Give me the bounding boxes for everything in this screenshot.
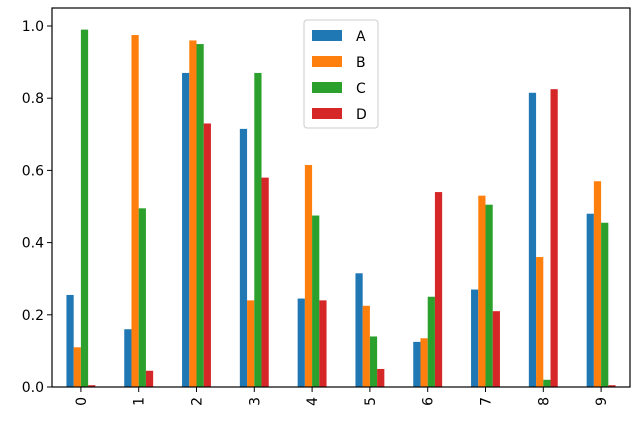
bar-C-6	[427, 296, 435, 387]
bar-C-0	[80, 29, 89, 388]
bar-A-4	[297, 298, 305, 387]
legend-label-D: D	[356, 107, 367, 123]
bar-C-1	[138, 208, 146, 387]
bar-B-8	[536, 257, 544, 387]
bar-B-5	[362, 305, 370, 387]
x-tick-label: 0	[74, 397, 90, 406]
bar-B-0	[73, 347, 81, 387]
x-tick-label: 1	[132, 397, 148, 406]
bar-D-5	[377, 368, 385, 387]
bar-C-4	[312, 215, 320, 387]
bar-D-8	[550, 89, 558, 388]
bar-A-7	[471, 289, 479, 387]
bar-B-9	[593, 181, 602, 387]
x-tick-label: 7	[479, 397, 495, 406]
bar-C-7	[485, 204, 493, 387]
bar-A-1	[124, 329, 132, 387]
bar-A-5	[355, 273, 363, 387]
bar-D-9	[608, 385, 616, 387]
legend-swatch-A	[312, 30, 342, 41]
bar-D-2	[203, 123, 211, 387]
legend-label-C: C	[356, 81, 366, 97]
y-axis: 0.0 0.2 0.4 0.6 0.8 1.0	[22, 19, 52, 396]
y-tick-label: 0.0	[22, 380, 44, 396]
bar-D-1	[145, 370, 154, 387]
bar-D-0	[88, 385, 96, 387]
x-tick-label: 9	[594, 397, 610, 406]
legend-box	[303, 19, 379, 129]
x-tick-label: 2	[190, 397, 206, 406]
x-tick-label: 4	[305, 397, 321, 406]
bar-B-6	[420, 338, 428, 387]
x-tick-label: 8	[536, 397, 552, 406]
bar-C-2	[196, 44, 204, 388]
bar-A-9	[586, 213, 594, 387]
bars	[66, 29, 616, 388]
legend-label-B: B	[356, 55, 366, 71]
bar-C-5	[369, 336, 378, 387]
bar-B-1	[131, 35, 139, 388]
y-tick-label: 0.2	[22, 308, 44, 324]
legend-swatch-B	[312, 56, 342, 67]
bar-B-2	[189, 40, 197, 387]
legend-swatch-D	[312, 108, 342, 119]
bar-B-3	[247, 300, 255, 387]
x-tick-label: 3	[247, 397, 263, 406]
bar-D-3	[261, 177, 269, 387]
bar-A-2	[182, 72, 190, 388]
bar-B-7	[478, 195, 486, 387]
y-tick-label: 1.0	[22, 19, 44, 35]
x-tick-label: 5	[363, 397, 379, 406]
legend-swatch-C	[312, 82, 342, 93]
bar-C-8	[543, 379, 551, 387]
bar-C-3	[254, 72, 262, 388]
y-tick-label: 0.4	[22, 236, 44, 252]
bar-D-4	[319, 300, 327, 387]
bar-C-9	[601, 222, 609, 387]
bar-A-6	[413, 341, 421, 387]
bar-A-0	[66, 294, 74, 387]
y-tick-label: 0.6	[22, 163, 44, 179]
bar-A-3	[239, 128, 248, 387]
y-tick-label: 0.8	[22, 91, 44, 107]
x-axis: 0 1 2 3 4 5 6 7 8 9	[74, 387, 610, 406]
bar-A-8	[528, 92, 537, 387]
bar-D-7	[492, 311, 500, 387]
x-tick-label: 6	[421, 397, 437, 406]
bar-D-6	[434, 192, 443, 387]
plot-frame	[51, 7, 631, 388]
bar-B-4	[304, 164, 313, 387]
legend-label-A: A	[356, 29, 366, 45]
